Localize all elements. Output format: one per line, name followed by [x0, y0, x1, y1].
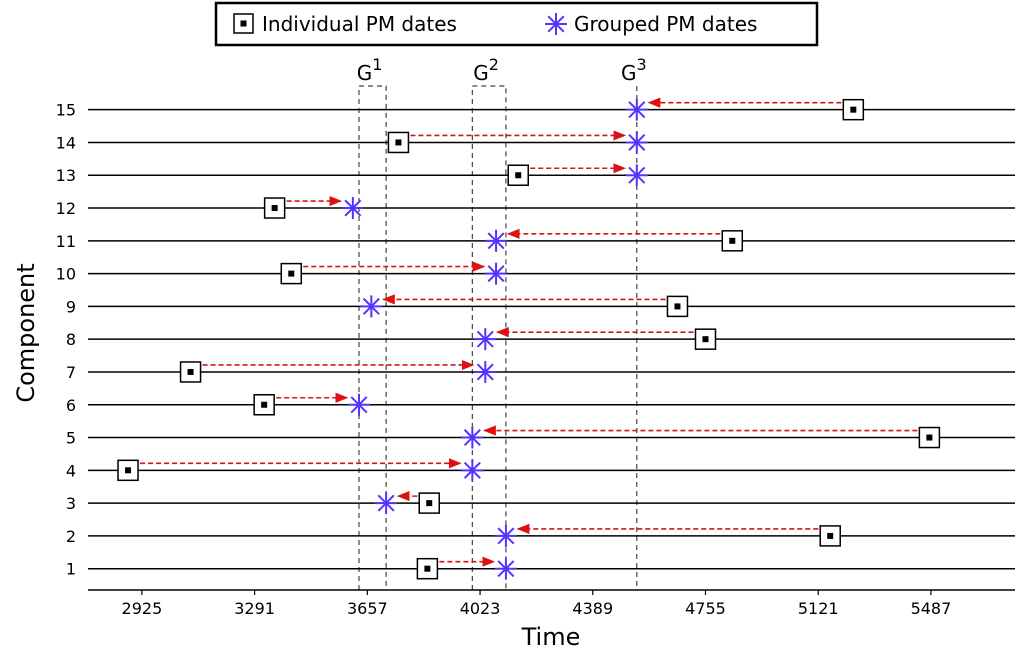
- y-tick-label-8: 8: [66, 330, 76, 349]
- group-label-2: G2: [473, 55, 499, 85]
- y-axis-title: Component: [12, 263, 40, 402]
- grouped-pm-marker-7: [474, 360, 497, 383]
- individual-pm-marker-15: [842, 98, 865, 121]
- component-lines: [88, 108, 1015, 570]
- axes: 2925 3291 3657 4023 4389 4755 5121 548712345678…: [56, 101, 1015, 618]
- grouped-pm-marker-4: [461, 459, 484, 482]
- legend-marker-individual-dot: [240, 20, 247, 27]
- y-tick-label-6: 6: [66, 396, 76, 415]
- grouped-pm-marker-11: [485, 229, 508, 252]
- individual-pm-marker-2: [819, 525, 841, 547]
- x-axis-title: Time: [521, 623, 581, 651]
- x-tick-label-2925: 2925: [122, 599, 163, 618]
- legend-star-icon: [545, 13, 567, 35]
- legend-marker-individual: [233, 13, 254, 34]
- grouped-pm-marker-8: [474, 328, 497, 351]
- y-tick-label-3: 3: [66, 494, 76, 513]
- individual-pm-marker-10: [280, 262, 303, 285]
- individual-pm-marker-5: [918, 426, 941, 449]
- legend-box: [214, 1, 819, 47]
- group-label-1: G1: [357, 55, 383, 85]
- individual-pm-marker-8: [694, 328, 717, 350]
- grouped-pm-marker-6: [348, 393, 371, 416]
- y-tick-label-1: 1: [66, 560, 76, 579]
- individual-pm-marker-7: [179, 361, 202, 383]
- individual-pm-marker-3: [418, 492, 440, 514]
- x-tick-label-3291: 3291: [234, 599, 275, 618]
- y-tick-label-5: 5: [66, 429, 76, 448]
- grouped-pm-marker-12: [341, 197, 364, 220]
- group-bracket-1: [358, 85, 387, 590]
- grouped-pm-marker-14: [625, 131, 648, 154]
- x-tick-label-4023: 4023: [460, 599, 501, 618]
- individual-pm-marker-11: [721, 230, 744, 252]
- x-tick-label-4755: 4755: [685, 599, 726, 618]
- grouped-pm-marker-13: [625, 164, 648, 187]
- y-tick-label-14: 14: [56, 133, 76, 152]
- individual-pm-marker-14: [387, 131, 410, 154]
- group-brackets: G1 G2 G3: [357, 55, 647, 590]
- y-tick-label-15: 15: [56, 101, 76, 120]
- grouped-pm-marker-5: [461, 426, 484, 449]
- individual-pm-marker-9: [666, 295, 689, 318]
- y-tick-label-11: 11: [56, 232, 76, 251]
- y-tick-label-2: 2: [66, 527, 76, 546]
- individual-pm-marker-6: [253, 394, 275, 416]
- shift-arrows: [140, 97, 918, 567]
- y-tick-label-4: 4: [66, 461, 76, 480]
- y-tick-label-7: 7: [66, 363, 76, 382]
- x-tick-label-4389: 4389: [572, 599, 613, 618]
- grouped-pm-marker-9: [360, 295, 383, 318]
- group-bracket-2: [471, 85, 507, 590]
- y-tick-label-9: 9: [66, 297, 76, 316]
- grouped-pm-marker-3: [375, 492, 398, 515]
- y-tick-label-10: 10: [56, 265, 76, 284]
- legend: Individual PM dates Grouped PM dates: [214, 1, 819, 47]
- legend-label-grouped: Grouped PM dates: [574, 12, 757, 36]
- group-label-3: G3: [621, 55, 647, 85]
- grouped-pm-marker-2: [494, 524, 517, 547]
- individual-pm-marker-1: [416, 557, 439, 580]
- y-tick-label-12: 12: [56, 199, 76, 218]
- x-tick-label-5487: 5487: [911, 599, 952, 618]
- legend-label-individual: Individual PM dates: [262, 12, 457, 36]
- x-tick-label-5121: 5121: [798, 599, 839, 618]
- grouped-pm-marker-15: [625, 98, 648, 121]
- individual-pm-marker-13: [507, 164, 529, 186]
- grouped-pm-marker-1: [494, 557, 517, 580]
- x-tick-label-3657: 3657: [347, 599, 388, 618]
- individual-pm-marker-12: [263, 197, 286, 219]
- grouped-pm-marker-10: [485, 262, 508, 285]
- legend-marker-grouped: [545, 13, 567, 35]
- data-markers: [117, 98, 941, 580]
- y-tick-label-13: 13: [56, 166, 76, 185]
- individual-pm-marker-4: [117, 459, 139, 482]
